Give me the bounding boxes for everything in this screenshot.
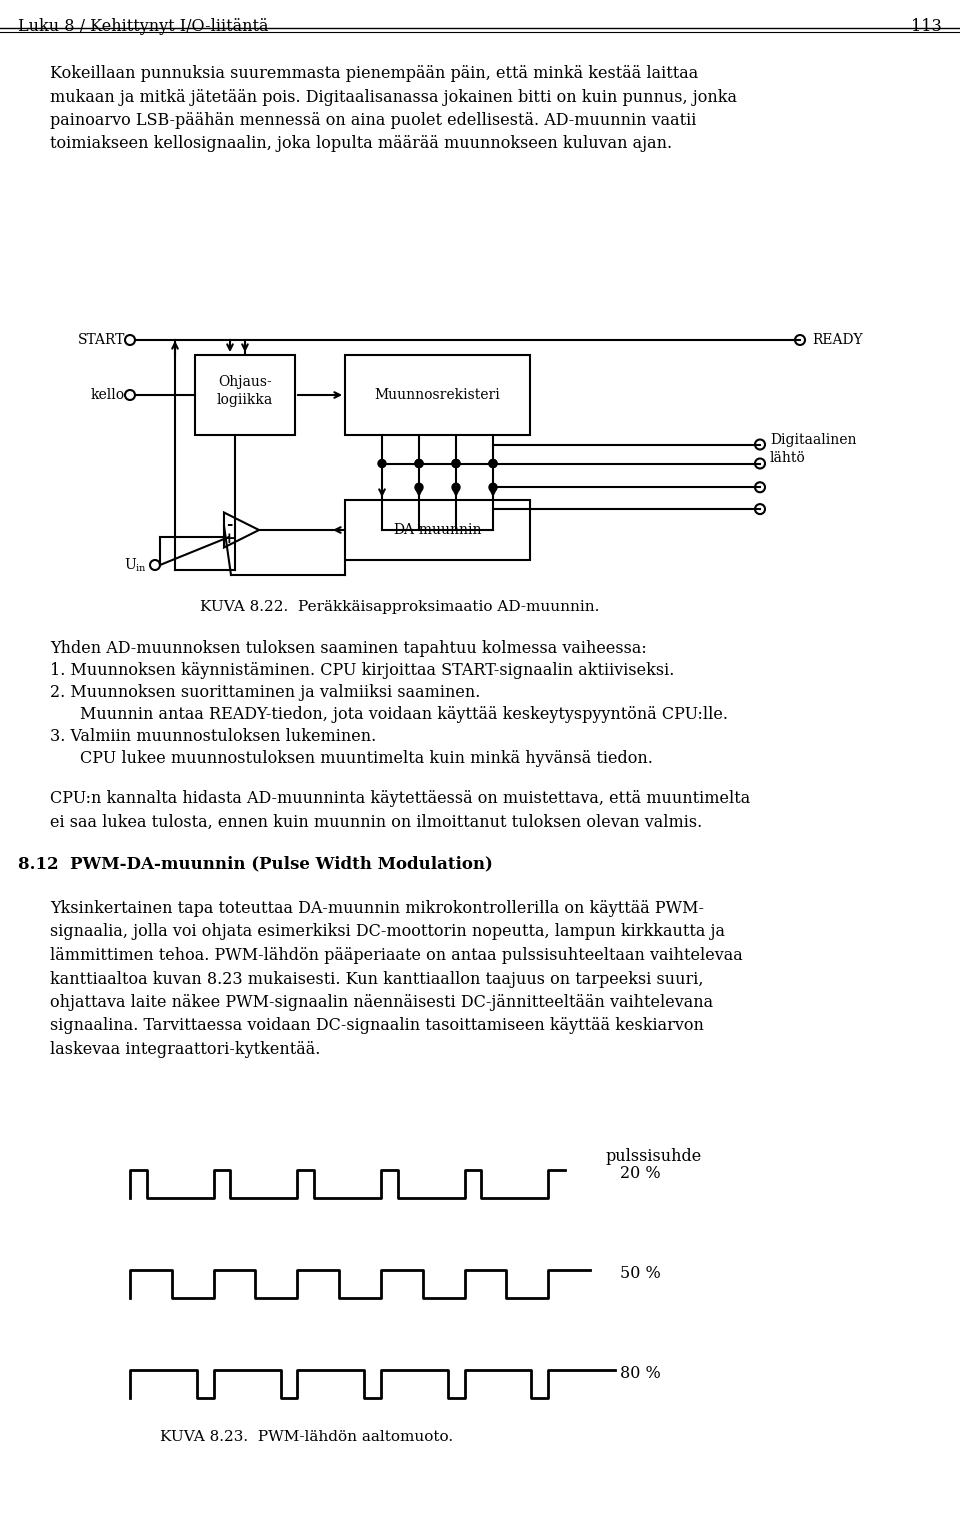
Text: Luku 8 / Kehittynyt I/O-liitäntä: Luku 8 / Kehittynyt I/O-liitäntä <box>18 18 269 35</box>
Text: 2. Muunnoksen suorittaminen ja valmiiksi saaminen.: 2. Muunnoksen suorittaminen ja valmiiksi… <box>50 684 480 701</box>
Bar <box>195 356 295 435</box>
Circle shape <box>378 459 386 468</box>
Text: KUVA 8.22.  Peräkkäisapproksimaatio AD-muunnin.: KUVA 8.22. Peräkkäisapproksimaatio AD-mu… <box>200 600 599 614</box>
Text: CPU:n kannalta hidasta AD-muunninta käytettäessä on muistettava, että muuntimelt: CPU:n kannalta hidasta AD-muunninta käyt… <box>50 790 751 830</box>
Text: CPU lukee muunnostuloksen muuntimelta kuin minkä hyvänsä tiedon.: CPU lukee muunnostuloksen muuntimelta ku… <box>80 749 653 768</box>
Text: Yksinkertainen tapa toteuttaa DA-muunnin mikrokontrollerilla on käyttää PWM-
sig: Yksinkertainen tapa toteuttaa DA-muunnin… <box>50 900 743 1058</box>
Circle shape <box>415 459 423 468</box>
Text: READY: READY <box>812 333 863 347</box>
Text: kello: kello <box>91 388 125 401</box>
Circle shape <box>489 459 497 468</box>
Text: 8.12  PWM-DA-muunnin (Pulse Width Modulation): 8.12 PWM-DA-muunnin (Pulse Width Modulat… <box>18 854 492 872</box>
Text: START: START <box>78 333 125 347</box>
Text: 3. Valmiin muunnostuloksen lukeminen.: 3. Valmiin muunnostuloksen lukeminen. <box>50 728 376 745</box>
Text: 80 %: 80 % <box>620 1365 660 1382</box>
Circle shape <box>452 459 460 468</box>
Text: pulssisuhde: pulssisuhde <box>605 1148 701 1164</box>
Circle shape <box>489 483 497 491</box>
Circle shape <box>415 459 423 468</box>
Text: 1. Muunnoksen käynnistäminen. CPU kirjoittaa START-signaalin aktiiviseksi.: 1. Muunnoksen käynnistäminen. CPU kirjoi… <box>50 663 674 679</box>
Text: Muunnosrekisteri: Muunnosrekisteri <box>374 388 500 401</box>
Text: U$_{\mathregular{in}}$: U$_{\mathregular{in}}$ <box>124 556 147 573</box>
Bar <box>345 356 530 435</box>
Bar <box>345 500 530 559</box>
Text: Muunnin antaa READY-tiedon, jota voidaan käyttää keskeytyspyyntönä CPU:lle.: Muunnin antaa READY-tiedon, jota voidaan… <box>80 705 728 724</box>
Text: +: + <box>223 532 235 546</box>
Text: 20 %: 20 % <box>620 1164 660 1183</box>
Text: Kokeillaan punnuksia suuremmasta pienempään päin, että minkä kestää laittaa
muka: Kokeillaan punnuksia suuremmasta pienemp… <box>50 65 737 152</box>
Circle shape <box>452 459 460 468</box>
Text: -: - <box>226 518 232 532</box>
Text: Yhden AD-muunnoksen tuloksen saaminen tapahtuu kolmessa vaiheessa:: Yhden AD-muunnoksen tuloksen saaminen ta… <box>50 640 647 657</box>
Text: 50 %: 50 % <box>620 1265 660 1281</box>
Text: Digitaalinen
lähtö: Digitaalinen lähtö <box>770 433 856 465</box>
Text: DA-muunnin: DA-muunnin <box>394 523 482 537</box>
Circle shape <box>452 483 460 491</box>
Text: Ohjaus-
logiikka: Ohjaus- logiikka <box>217 375 274 407</box>
Circle shape <box>415 483 423 491</box>
Text: 113: 113 <box>911 18 942 35</box>
Circle shape <box>489 459 497 468</box>
Text: KUVA 8.23.  PWM-lähdön aaltomuoto.: KUVA 8.23. PWM-lähdön aaltomuoto. <box>160 1430 453 1444</box>
